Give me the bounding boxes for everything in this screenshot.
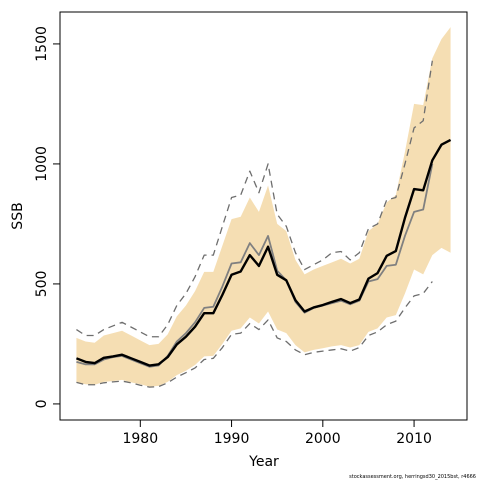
y-tick-label: 500 [34,271,50,298]
plot-frame [59,11,468,421]
confidence-band [76,27,451,387]
interval-line [76,281,433,388]
x-tick-label: 2000 [305,431,341,447]
y-tick-label: 1000 [34,146,50,182]
plot-area [75,27,452,388]
x-tick-label: 1990 [214,431,250,447]
x-axis-label: Year [248,454,279,470]
x-tick-label: 1980 [122,431,158,447]
y-tick-label: 1500 [34,26,50,62]
interval-line [76,60,433,338]
x-tick-label: 2010 [396,431,432,447]
series-line [75,138,452,367]
y-tick-label: 0 [34,399,50,408]
y-axis-label: SSB [10,202,26,229]
footnote: stockassessment.org, herringsd30_2015bst… [349,474,476,480]
